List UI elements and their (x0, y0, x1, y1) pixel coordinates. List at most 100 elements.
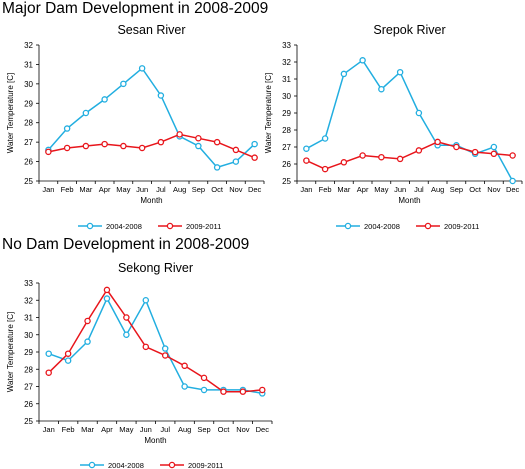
series-line-2004-2008 (306, 59, 514, 182)
data-point-2009-2011 (239, 388, 247, 395)
x-tick-label: May (116, 185, 130, 194)
data-point-2004-2008 (200, 386, 208, 394)
y-tick-label: 27 (24, 383, 33, 392)
data-point-2009-2011 (251, 154, 258, 161)
x-tick-label: May (119, 425, 133, 434)
data-point-2009-2011 (232, 146, 240, 154)
legend-marker (166, 222, 174, 230)
data-point-2004-2008 (303, 145, 310, 152)
y-tick-label: 26 (282, 160, 291, 169)
data-point-2004-2008 (64, 357, 72, 364)
y-tick-label: 29 (282, 109, 291, 118)
y-tick-label: 27 (24, 138, 33, 147)
y-tick-label: 28 (24, 119, 33, 128)
x-axis-label: Month (398, 196, 420, 205)
data-point-2004-2008 (321, 135, 329, 142)
x-tick-label: Jul (414, 185, 424, 194)
data-point-2004-2008 (232, 158, 240, 165)
data-point-2009-2011 (220, 388, 227, 395)
y-tick-label: 29 (24, 348, 33, 357)
chart-srepok-river: Srepok River 25 26 27 28 29 30 31 32 33 Jan Feb Mar A… (264, 23, 523, 231)
chart-sesan-river: Sesan River 25 26 27 28 29 30 31 32 Jan Feb Mar Apr M… (6, 23, 265, 231)
series-line-2009-2011 (48, 288, 263, 393)
y-axis-label: Water Temperature [C] (6, 312, 15, 392)
data-point-2009-2011 (82, 142, 90, 150)
data-point-2004-2008 (142, 296, 150, 304)
data-point-2004-2008 (157, 92, 165, 99)
y-tick-label: 30 (24, 331, 33, 340)
x-tick-label: Oct (211, 185, 224, 194)
data-point-2004-2008 (123, 331, 130, 338)
x-axis-label: Month (140, 196, 162, 205)
data-point-2009-2011 (45, 369, 52, 376)
data-point-2009-2011 (101, 140, 108, 148)
data-point-2009-2011 (396, 155, 404, 163)
data-point-2004-2008 (251, 140, 258, 148)
x-tick-label: Dec (506, 185, 520, 194)
data-point-2009-2011 (142, 343, 150, 351)
chart-title: Sekong River (118, 261, 193, 275)
legend-marker (88, 461, 96, 469)
chart-title: Srepok River (373, 23, 445, 37)
data-point-2009-2011 (259, 386, 266, 394)
data-point-2004-2008 (213, 164, 221, 171)
data-point-2009-2011 (84, 317, 91, 325)
y-tick-label: 31 (282, 75, 291, 84)
data-point-2009-2011 (359, 152, 366, 159)
x-tick-label: Feb (61, 185, 74, 194)
chart-title: Sesan River (117, 23, 185, 37)
x-tick-label: Nov (236, 425, 250, 434)
data-point-2009-2011 (45, 148, 52, 156)
x-tick-label: Apr (99, 185, 111, 194)
data-point-2004-2008 (359, 57, 366, 64)
data-point-2009-2011 (157, 138, 165, 146)
data-point-2004-2008 (103, 295, 111, 302)
data-point-2004-2008 (161, 345, 169, 352)
legend-marker (168, 461, 176, 469)
x-tick-label: Apr (357, 185, 369, 194)
y-tick-label: 32 (24, 41, 33, 50)
y-tick-label: 32 (24, 296, 33, 305)
data-point-2009-2011 (120, 142, 127, 150)
x-tick-label: Sep (450, 185, 463, 194)
x-tick-label: Feb (319, 185, 332, 194)
series-line-2009-2011 (306, 141, 513, 170)
data-point-2004-2008 (490, 143, 498, 151)
data-point-2009-2011 (321, 165, 329, 173)
data-point-2009-2011 (378, 153, 385, 161)
x-tick-label: May (374, 185, 388, 194)
data-point-2009-2011 (195, 135, 202, 142)
x-tick-label: Jun (394, 185, 406, 194)
x-tick-label: Apr (101, 425, 113, 434)
y-tick-label: 32 (282, 58, 291, 67)
data-point-2009-2011 (213, 138, 221, 146)
data-point-2009-2011 (415, 147, 423, 154)
y-tick-label: 30 (24, 80, 33, 89)
x-tick-label: Jun (136, 185, 148, 194)
chart-sekong-river: Sekong River 25 26 27 28 29 30 31 32 33 Jan Feb Mar A… (6, 261, 273, 469)
x-tick-label: Mar (337, 185, 350, 194)
x-tick-label: Jun (140, 425, 152, 434)
x-tick-label: Nov (487, 185, 501, 194)
data-point-2004-2008 (378, 85, 385, 93)
x-tick-label: Jan (42, 185, 54, 194)
data-point-2009-2011 (138, 144, 146, 152)
data-point-2004-2008 (195, 142, 202, 150)
data-point-2004-2008 (415, 109, 423, 117)
legend-label: 2009-2011 (186, 222, 221, 231)
y-tick-label: 26 (24, 158, 33, 167)
legend-marker (344, 222, 352, 230)
data-point-2009-2011 (181, 362, 188, 370)
data-point-2004-2008 (181, 383, 188, 390)
x-tick-label: Oct (469, 185, 482, 194)
data-point-2009-2011 (509, 152, 516, 159)
section-title-major-dam: Major Dam Development in 2008-2009 (2, 0, 269, 17)
x-tick-label: Jul (156, 185, 166, 194)
legend-marker (424, 222, 432, 230)
x-tick-label: Aug (178, 425, 191, 434)
series-line-2004-2008 (48, 296, 263, 395)
data-point-2009-2011 (434, 138, 441, 146)
x-tick-label: Mar (79, 185, 92, 194)
data-point-2004-2008 (45, 350, 52, 357)
